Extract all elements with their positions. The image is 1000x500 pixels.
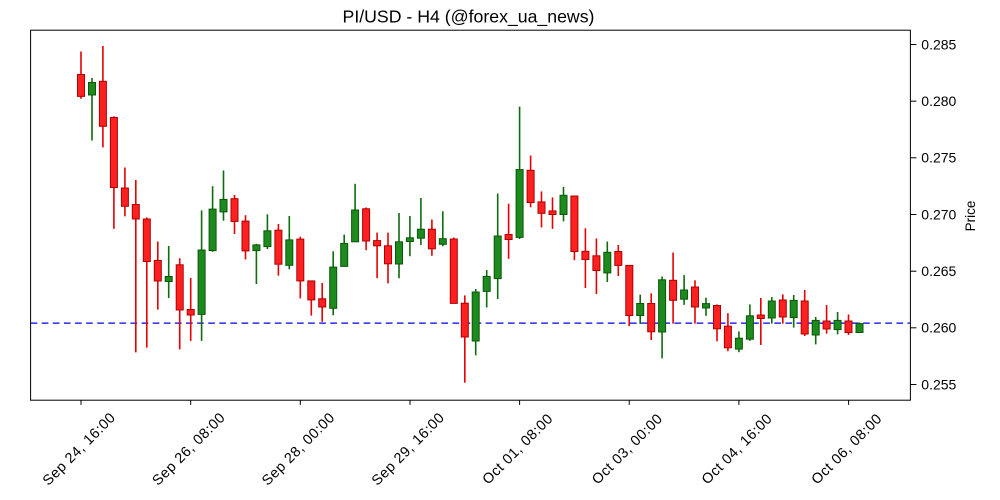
svg-text:0.270: 0.270	[921, 206, 956, 222]
svg-text:0.265: 0.265	[921, 263, 956, 279]
svg-text:PI/USD - H4 (@forex_ua_news): PI/USD - H4 (@forex_ua_news)	[343, 7, 595, 28]
svg-text:0.275: 0.275	[921, 150, 956, 166]
svg-text:0.280: 0.280	[921, 93, 956, 109]
svg-text:0.255: 0.255	[921, 376, 956, 392]
svg-text:0.285: 0.285	[921, 36, 956, 52]
svg-text:Price: Price	[963, 201, 978, 232]
svg-text:0.260: 0.260	[921, 320, 956, 336]
